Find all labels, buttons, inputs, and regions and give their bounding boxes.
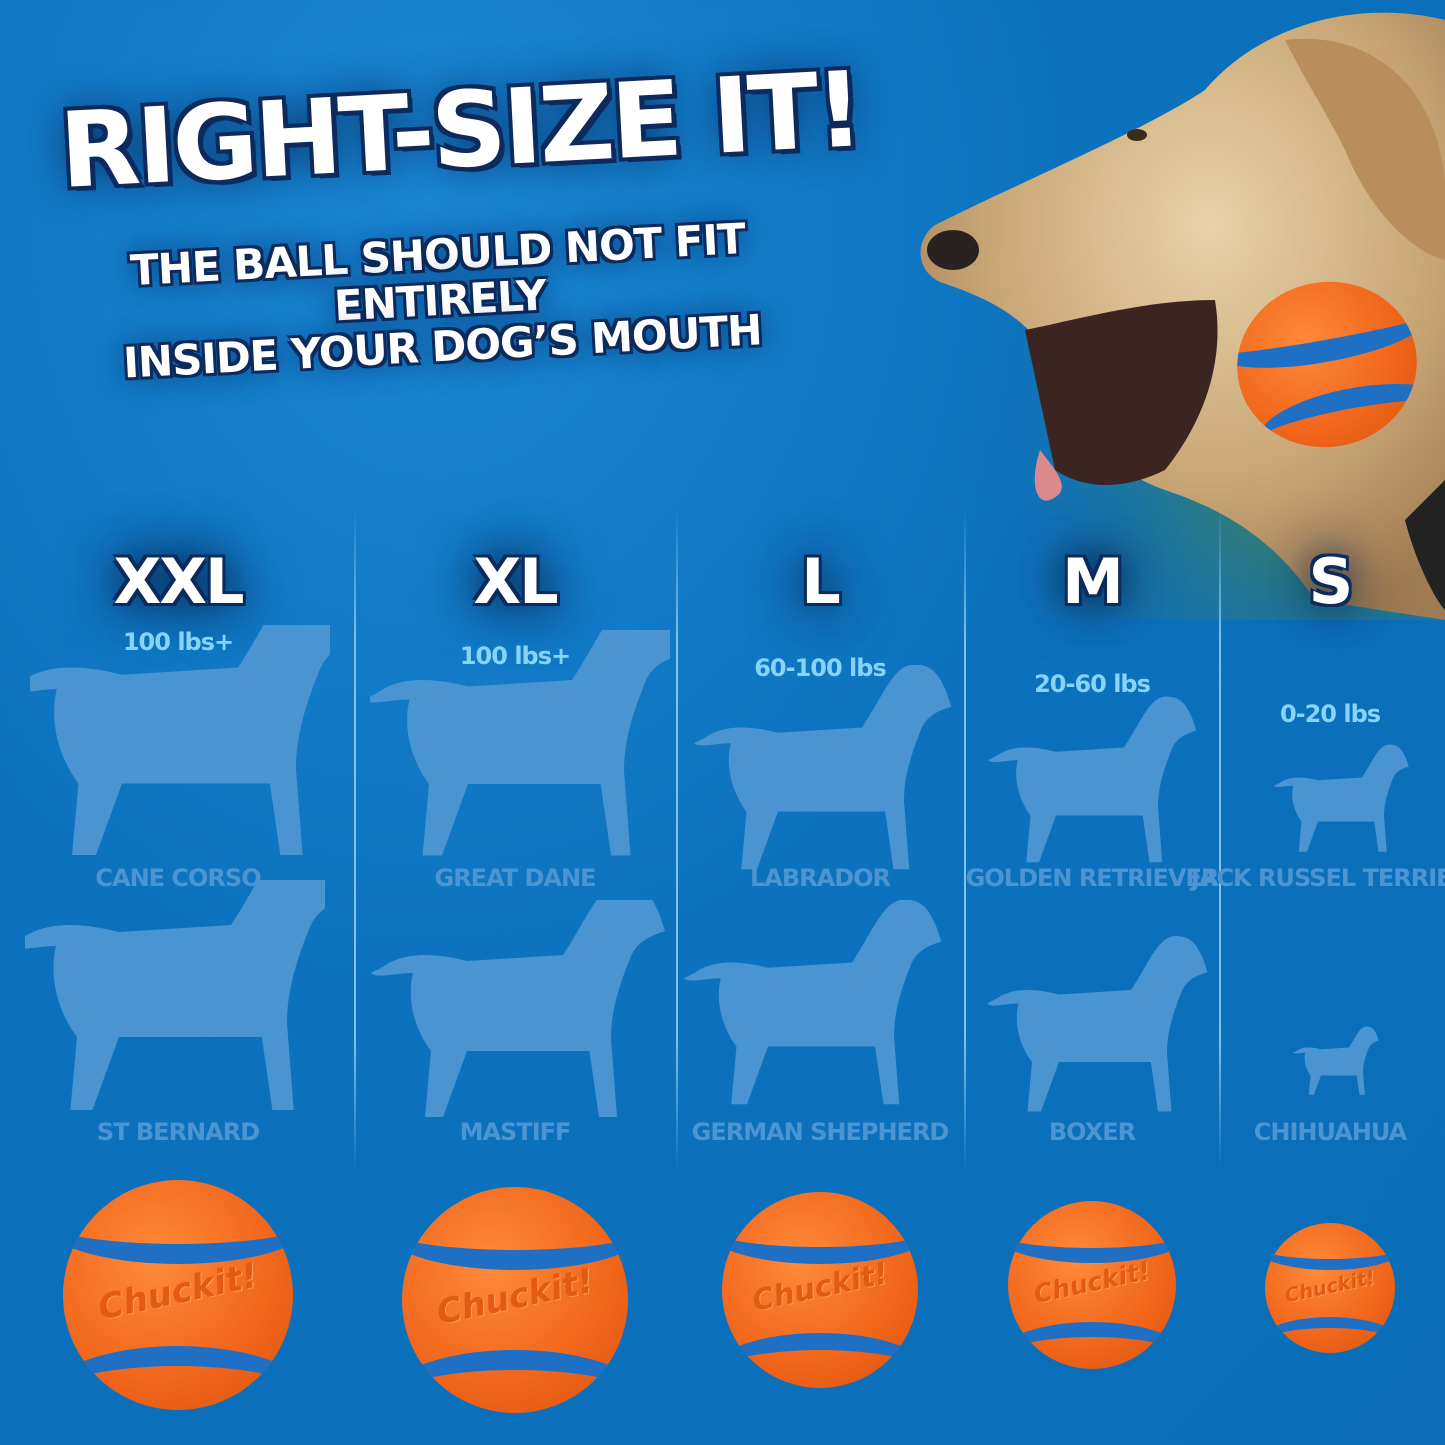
dog-silhouette-icon	[988, 696, 1197, 863]
breed-label: GERMAN SHEPHERD	[691, 1118, 950, 1146]
headline: RIGHT-SIZE IT! THE BALL SHOULD NOT FIT E…	[57, 48, 910, 387]
ball-size-m: Chuckit!	[1008, 1201, 1176, 1369]
breed-label: BOXER	[1048, 1118, 1136, 1146]
dog-silhouette-icon	[1293, 1026, 1379, 1095]
dog-silhouette-icon	[370, 630, 670, 856]
headline-subtitle: THE BALL SHOULD NOT FIT ENTIRELY INSIDE …	[57, 212, 823, 390]
breed-label: CHIHUAHUA	[1253, 1118, 1407, 1146]
dog-with-ball-photo	[845, 0, 1445, 620]
dog-silhouette-icon	[987, 936, 1208, 1112]
column-divider	[1219, 510, 1221, 1170]
size-column-xl: XL	[365, 545, 665, 618]
size-label: M	[1062, 545, 1124, 618]
ball-size-s: Chuckit!	[1265, 1223, 1395, 1353]
dog-silhouette-icon	[684, 900, 942, 1105]
column-divider	[964, 510, 966, 1170]
breed-label: GOLDEN RETRIEVER	[965, 864, 1220, 892]
weight-range: 100 lbs+	[122, 628, 234, 656]
headline-title: RIGHT-SIZE IT!	[56, 48, 864, 212]
weight-range: 100 lbs+	[459, 642, 571, 670]
column-divider	[354, 510, 356, 1170]
breed-label: LABRADOR	[749, 864, 891, 892]
dog-silhouette-icon	[694, 665, 952, 870]
column-divider	[676, 510, 678, 1170]
ball-size-l: Chuckit!	[722, 1192, 918, 1388]
size-label: S	[1308, 545, 1354, 618]
ball-size-xxl: Chuckit!	[63, 1180, 293, 1410]
weight-range: 20-60 lbs	[1034, 670, 1151, 698]
breed-label: CANE CORSO	[95, 864, 261, 892]
ball-size-xl: Chuckit!	[402, 1187, 628, 1413]
size-label: XXL	[113, 545, 244, 618]
dog-silhouette-icon	[370, 900, 665, 1118]
size-label: XL	[473, 545, 558, 618]
size-label: L	[801, 545, 841, 618]
breed-label: ST BERNARD	[96, 1118, 260, 1146]
breed-label: JACK RUSSEL TERRIER	[1190, 864, 1445, 892]
breed-label: MASTIFF	[459, 1118, 572, 1146]
weight-range: 0-20 lbs	[1279, 700, 1381, 728]
breed-label: GREAT DANE	[434, 864, 597, 892]
size-column-xxl: XXL	[28, 545, 328, 618]
size-column-m: M	[942, 545, 1242, 618]
dog-silhouette-icon	[25, 880, 325, 1110]
size-column-s: S	[1180, 545, 1445, 618]
dog-silhouette-icon	[1274, 744, 1409, 852]
weight-range: 60-100 lbs	[754, 654, 887, 682]
size-column-l: L	[670, 545, 970, 618]
dog-silhouette-icon	[30, 625, 330, 855]
